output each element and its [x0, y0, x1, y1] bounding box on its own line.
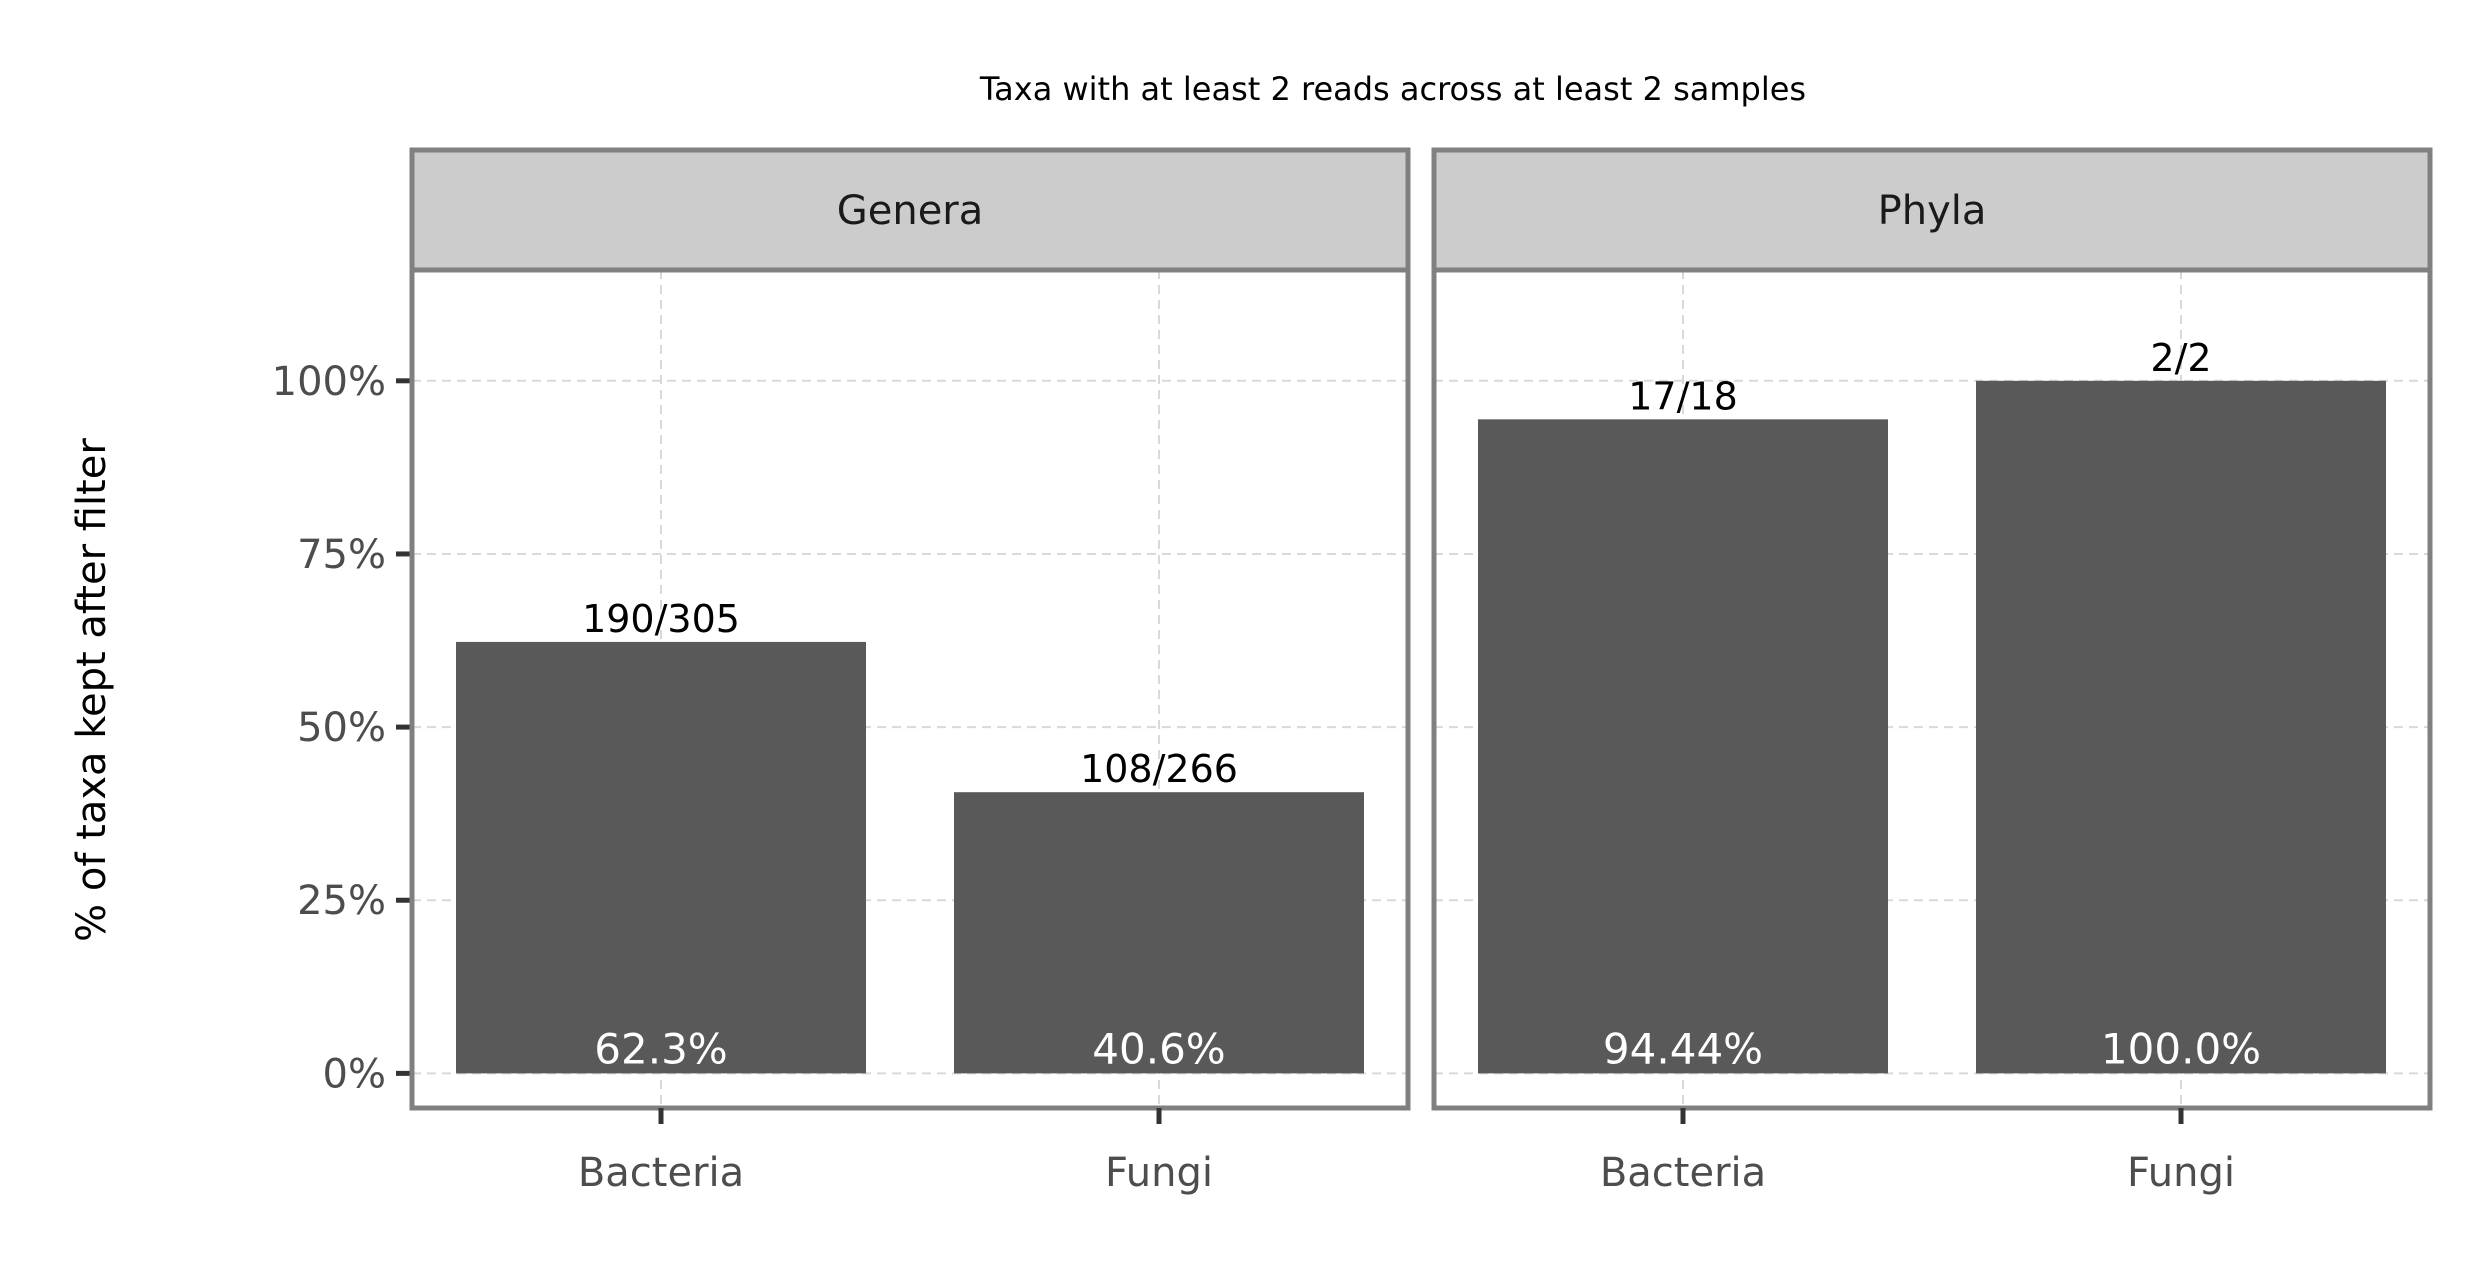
bar-fungi	[954, 792, 1364, 1074]
percent-label: 94.44%	[1603, 1024, 1763, 1073]
bar-fungi	[1976, 380, 2386, 1074]
count-label: 190/305	[582, 597, 740, 641]
x-tick-label: Bacteria	[1600, 1150, 1766, 1196]
y-tick-label: 0%	[323, 1051, 386, 1097]
chart-title: Taxa with at least 2 reads across at lea…	[979, 70, 1806, 108]
count-label: 2/2	[2150, 336, 2211, 380]
bar-bacteria	[456, 641, 866, 1074]
facet-strip	[409, 147, 1411, 273]
panel-genera: 190/305 62.3% 108/266 40.6% Genera Bacteria Fu…	[409, 147, 1411, 1196]
panel-phyla: 17/18 94.44% 2/2 100.0% Phyla Bacteria Fungi	[1431, 147, 2433, 1196]
percent-label: 100.0%	[2101, 1024, 2261, 1073]
x-tick-label: Bacteria	[578, 1150, 744, 1196]
count-label: 17/18	[1628, 374, 1738, 418]
plot-area: 0% 25% 50% 75% 100% 190/305 62.3% 108/266 40.6% G…	[272, 147, 2433, 1196]
y-axis-label: % of taxa kept after filter	[69, 438, 115, 942]
percent-label: 62.3%	[594, 1024, 727, 1073]
percent-label: 40.6%	[1092, 1024, 1225, 1073]
bar-bacteria	[1478, 419, 1888, 1074]
y-tick-label: 25%	[297, 878, 386, 924]
facet-strip-label: Genera	[837, 188, 984, 234]
facet-strip-label: Phyla	[1878, 188, 1987, 234]
x-tick-label: Fungi	[2127, 1150, 2235, 1196]
y-tick-label: 75%	[297, 532, 386, 578]
y-tick-label: 50%	[297, 705, 386, 751]
count-label: 108/266	[1080, 747, 1238, 791]
x-tick-label: Fungi	[1105, 1150, 1213, 1196]
facet-strip	[1431, 147, 2433, 273]
y-tick-label: 100%	[272, 359, 386, 405]
